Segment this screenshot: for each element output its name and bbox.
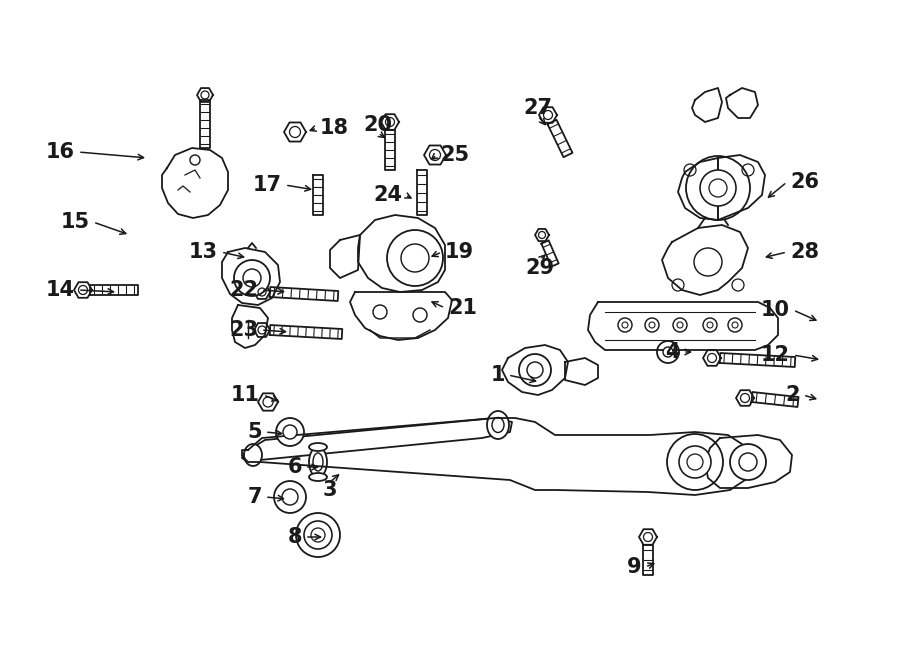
- Circle shape: [645, 318, 659, 332]
- Circle shape: [401, 244, 429, 272]
- Circle shape: [234, 260, 270, 296]
- Text: 22: 22: [229, 280, 258, 300]
- Text: 12: 12: [761, 345, 790, 365]
- Text: 4: 4: [665, 342, 680, 362]
- Polygon shape: [705, 435, 792, 488]
- Text: 5: 5: [248, 422, 262, 442]
- Text: 28: 28: [790, 242, 819, 262]
- Text: 10: 10: [761, 300, 790, 320]
- Circle shape: [527, 362, 543, 378]
- Text: 20: 20: [364, 115, 392, 135]
- Text: 19: 19: [445, 242, 474, 262]
- Text: 18: 18: [320, 118, 349, 138]
- Ellipse shape: [309, 473, 327, 481]
- Text: 25: 25: [440, 145, 469, 165]
- Text: 7: 7: [248, 487, 262, 507]
- Text: 15: 15: [61, 212, 90, 232]
- Circle shape: [663, 347, 673, 357]
- Circle shape: [243, 269, 261, 287]
- Circle shape: [311, 528, 325, 542]
- Text: 24: 24: [373, 185, 402, 205]
- Circle shape: [728, 318, 742, 332]
- Text: 8: 8: [287, 527, 302, 547]
- Polygon shape: [350, 292, 452, 340]
- Polygon shape: [358, 215, 445, 292]
- Ellipse shape: [309, 447, 327, 477]
- Circle shape: [667, 434, 723, 490]
- Circle shape: [618, 318, 632, 332]
- Polygon shape: [692, 88, 722, 122]
- Text: 11: 11: [231, 385, 260, 405]
- Text: 17: 17: [253, 175, 282, 195]
- Polygon shape: [162, 148, 228, 218]
- Polygon shape: [718, 155, 765, 220]
- Ellipse shape: [244, 444, 262, 466]
- Circle shape: [304, 521, 332, 549]
- Polygon shape: [330, 235, 360, 278]
- Ellipse shape: [309, 443, 327, 451]
- Text: 1: 1: [491, 365, 505, 385]
- Text: 21: 21: [448, 298, 477, 318]
- Polygon shape: [662, 225, 748, 295]
- Circle shape: [730, 444, 766, 480]
- Polygon shape: [222, 248, 280, 305]
- Polygon shape: [242, 418, 755, 495]
- Polygon shape: [242, 418, 512, 462]
- Text: 2: 2: [786, 385, 800, 405]
- Polygon shape: [502, 345, 568, 395]
- Text: 29: 29: [526, 258, 554, 278]
- Circle shape: [519, 354, 551, 386]
- Text: 27: 27: [524, 98, 553, 118]
- Circle shape: [387, 230, 443, 286]
- Circle shape: [679, 446, 711, 478]
- Text: 3: 3: [323, 480, 338, 500]
- Polygon shape: [726, 88, 758, 118]
- Text: 14: 14: [46, 280, 75, 300]
- Circle shape: [686, 156, 750, 220]
- Circle shape: [274, 481, 306, 513]
- Circle shape: [700, 170, 736, 206]
- Circle shape: [703, 318, 717, 332]
- Polygon shape: [232, 305, 268, 348]
- Polygon shape: [678, 158, 718, 220]
- Polygon shape: [565, 358, 598, 385]
- Circle shape: [282, 489, 298, 505]
- Circle shape: [283, 425, 297, 439]
- Circle shape: [276, 418, 304, 446]
- Text: 23: 23: [229, 320, 258, 340]
- Circle shape: [296, 513, 340, 557]
- Polygon shape: [588, 302, 778, 350]
- Circle shape: [673, 318, 687, 332]
- Text: 13: 13: [189, 242, 218, 262]
- Text: 26: 26: [790, 172, 819, 192]
- Text: 16: 16: [46, 142, 75, 162]
- Text: 6: 6: [287, 457, 302, 477]
- Text: 9: 9: [627, 557, 642, 577]
- Ellipse shape: [487, 411, 509, 439]
- Circle shape: [657, 341, 679, 363]
